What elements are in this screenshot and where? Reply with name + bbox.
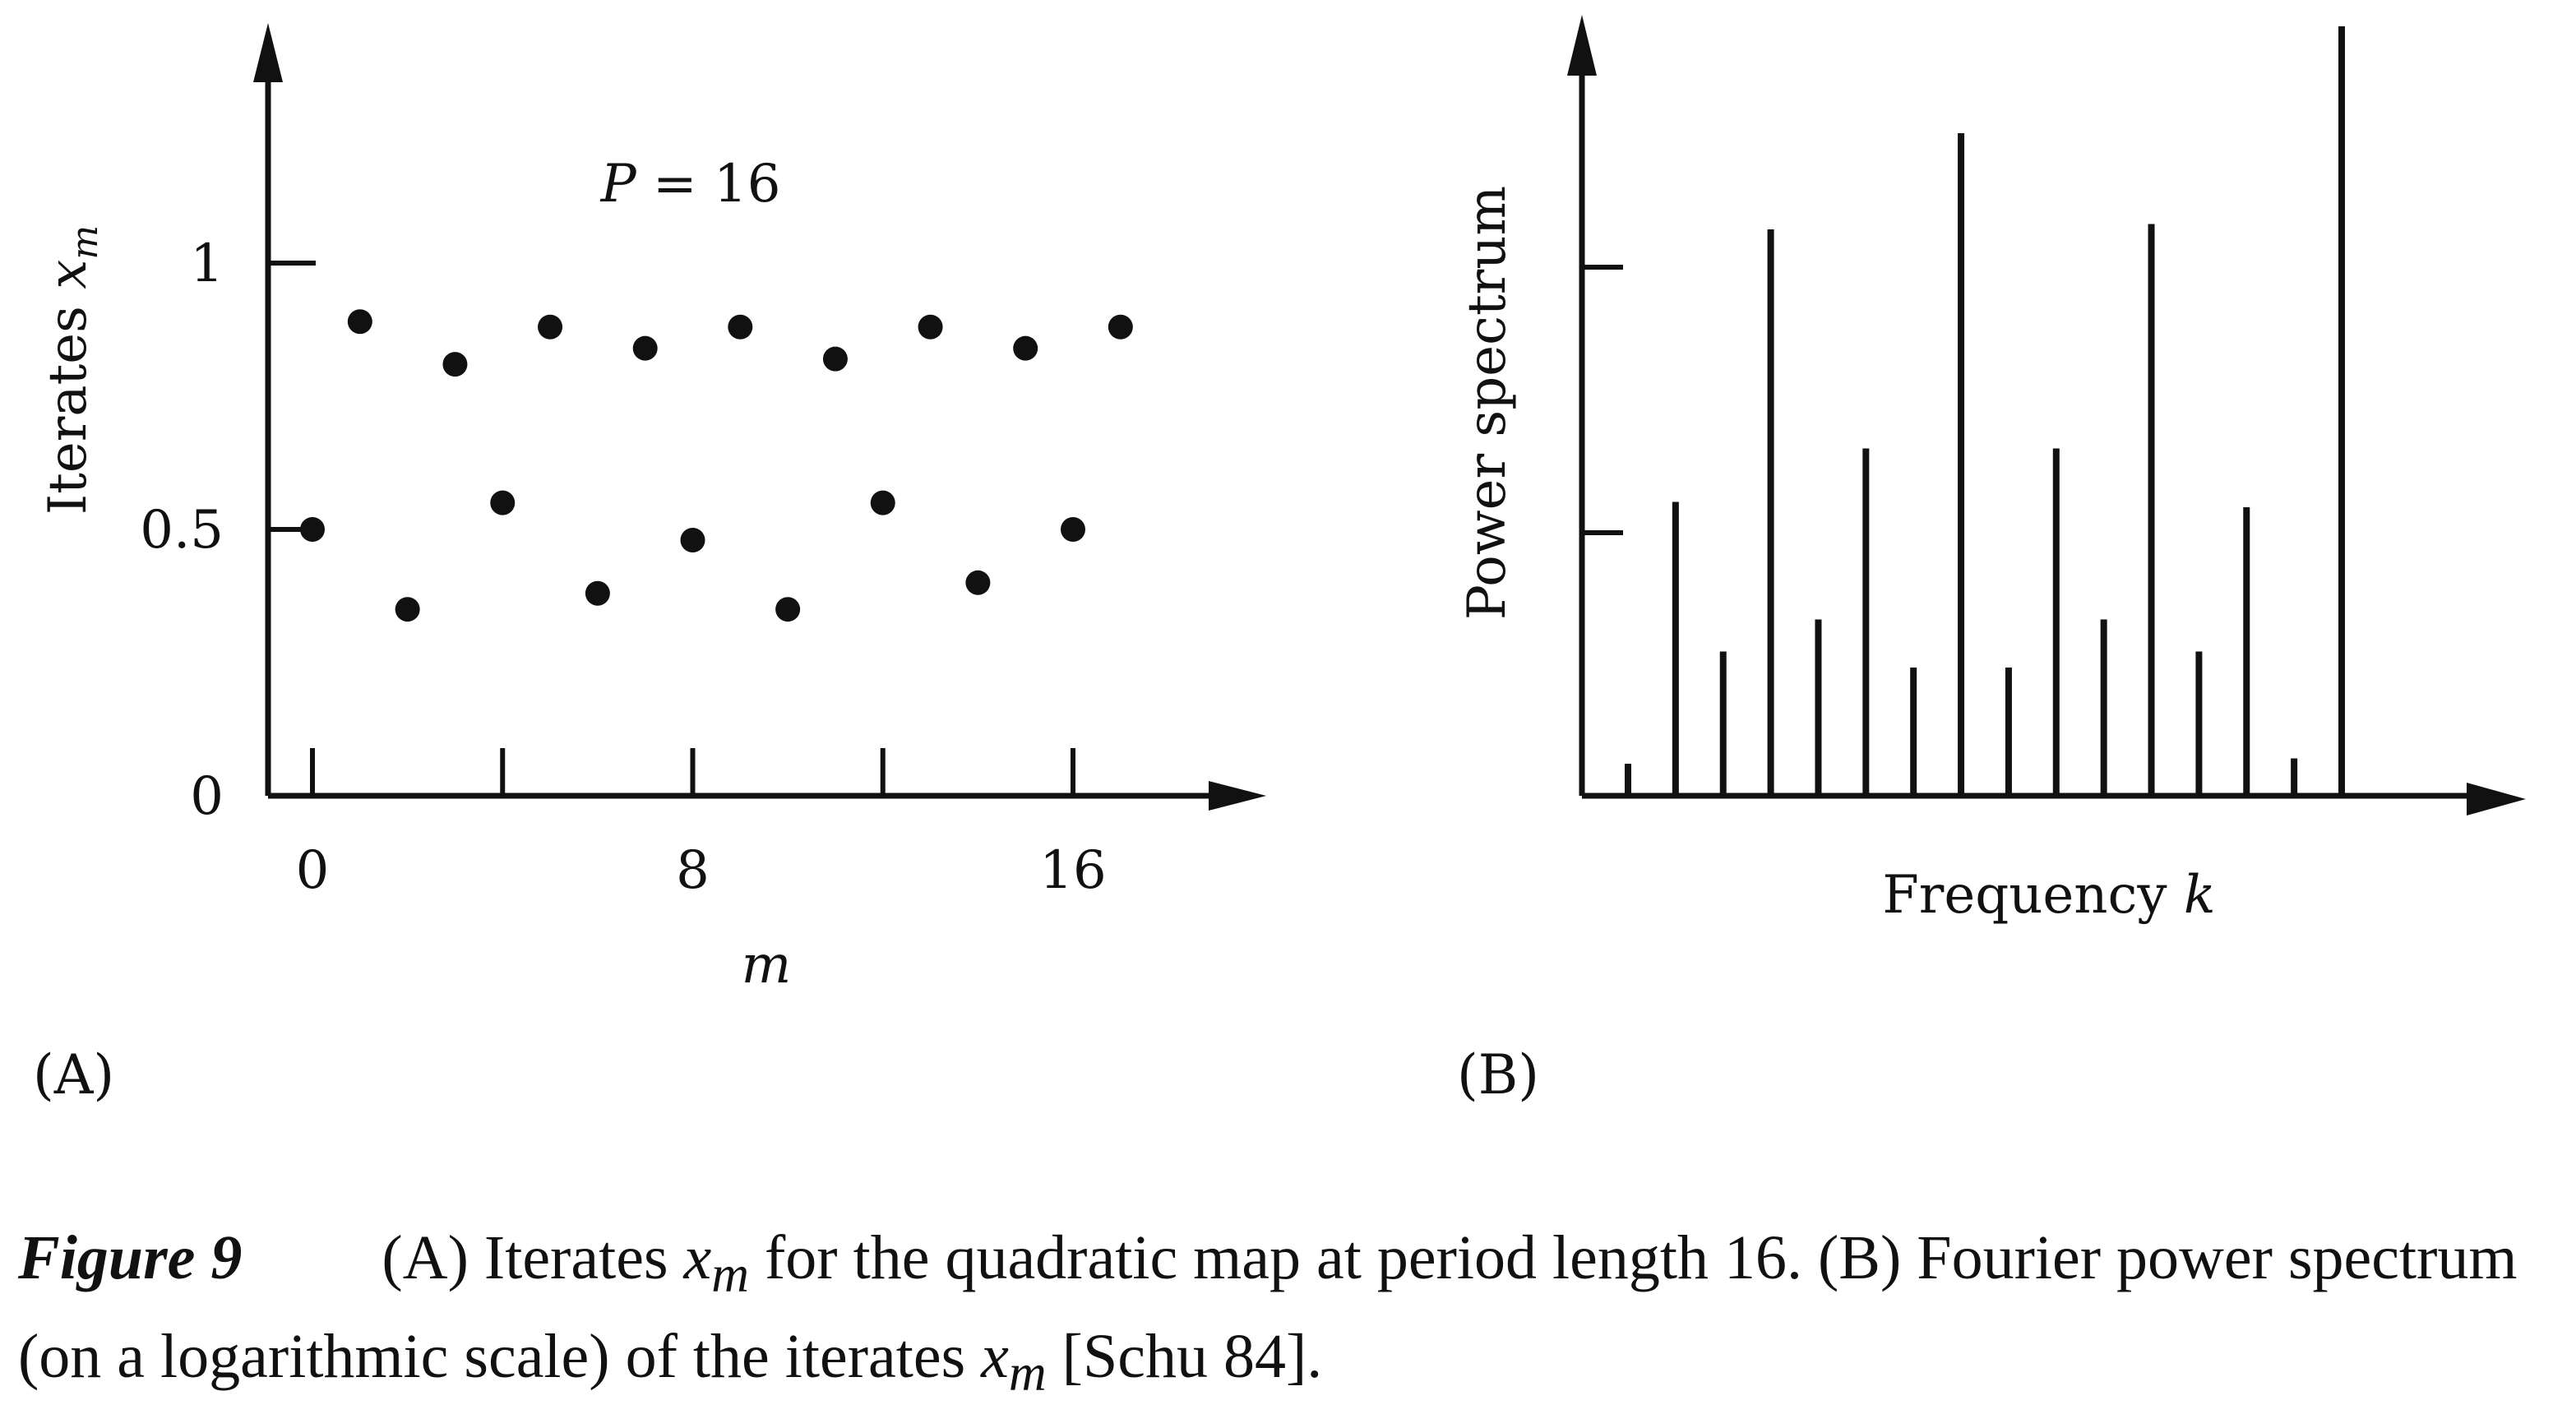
figure-number: Figure 9	[18, 1223, 243, 1292]
panel-a-x-ticks: 0 8 16	[296, 748, 1107, 901]
panel-a-label: (A)	[33, 1043, 114, 1107]
y-tick-label: 0.5	[140, 500, 224, 561]
panel-b-x-axis-title: Frequency k	[1882, 865, 2215, 926]
y-axis-title-variable: x	[38, 260, 99, 289]
x-tick-label: 16	[1039, 840, 1106, 901]
panel-b-label: (B)	[1457, 1043, 1539, 1107]
panel-b-y-axis-arrow	[1567, 15, 1597, 76]
panel-a-scatter-chart: 00.51 0 8 16 P = 16 m Iterates xm (A)	[33, 23, 1266, 1107]
data-point	[442, 352, 468, 377]
annotation-value: = 16	[636, 154, 781, 215]
y-axis-title-subscript: m	[64, 225, 106, 260]
figure-caption: Figure 9 (A) Iterates xm for the quadrati…	[18, 1217, 2559, 1414]
data-point	[1108, 314, 1133, 340]
x-axis-title-text: Frequency	[1882, 865, 2184, 926]
panel-a-points	[300, 309, 1133, 622]
caption-variable: x	[683, 1223, 712, 1292]
y-tick-label: 1	[190, 233, 224, 294]
x-tick-label: 0	[296, 840, 330, 901]
caption-variable: x	[981, 1322, 1009, 1392]
annotation-variable: P	[600, 154, 637, 215]
panel-a-y-axis-arrow	[253, 23, 283, 82]
data-point	[965, 570, 991, 595]
x-tick-label: 8	[676, 840, 710, 901]
panel-a-y-axis-title: Iterates xm	[38, 225, 106, 515]
data-point	[490, 490, 516, 515]
caption-text-c: [Schu 84].	[1046, 1322, 1323, 1392]
panel-b-x-axis-arrow	[2467, 783, 2526, 816]
caption-subscript: m	[711, 1245, 749, 1304]
data-point	[538, 314, 563, 340]
data-point	[822, 346, 848, 372]
data-point	[300, 517, 325, 542]
caption-subscript: m	[1008, 1344, 1047, 1402]
caption-text-a: (A) Iterates	[382, 1223, 684, 1292]
data-point	[680, 527, 705, 552]
data-point	[918, 314, 943, 340]
panel-b-spectrum-chart: Frequency k Power spectrum (B)	[1457, 15, 2526, 1107]
panel-a-x-axis-title: m	[742, 935, 792, 996]
data-point	[1061, 517, 1085, 542]
data-point	[1013, 335, 1038, 361]
data-point	[585, 580, 610, 606]
x-axis-title-variable: k	[2184, 865, 2216, 926]
data-point	[870, 490, 895, 515]
data-point	[632, 335, 658, 361]
data-point	[347, 309, 372, 335]
data-point	[775, 597, 801, 622]
data-point	[395, 597, 420, 622]
y-tick-label: 0	[190, 766, 224, 827]
panel-a-y-ticks: 00.51	[140, 233, 316, 827]
panel-a-x-axis-arrow	[1209, 781, 1266, 811]
panel-a-annotation: P = 16	[600, 154, 781, 215]
y-axis-title-text: Iterates	[38, 289, 99, 515]
caption-text-b: for the quadratic map at period length 1…	[18, 1223, 2518, 1392]
panel-b-spectral-lines	[1625, 26, 2345, 796]
panel-b-y-axis-title: Power spectrum	[1457, 186, 1518, 620]
data-point	[728, 314, 753, 340]
